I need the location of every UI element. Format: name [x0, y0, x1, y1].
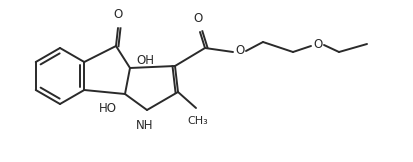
Text: O: O: [114, 8, 123, 21]
Text: NH: NH: [136, 119, 154, 132]
Text: O: O: [235, 45, 244, 58]
Text: HO: HO: [99, 102, 117, 115]
Text: O: O: [193, 12, 203, 25]
Text: O: O: [313, 39, 323, 52]
Text: OH: OH: [136, 53, 154, 66]
Text: CH₃: CH₃: [188, 116, 209, 126]
